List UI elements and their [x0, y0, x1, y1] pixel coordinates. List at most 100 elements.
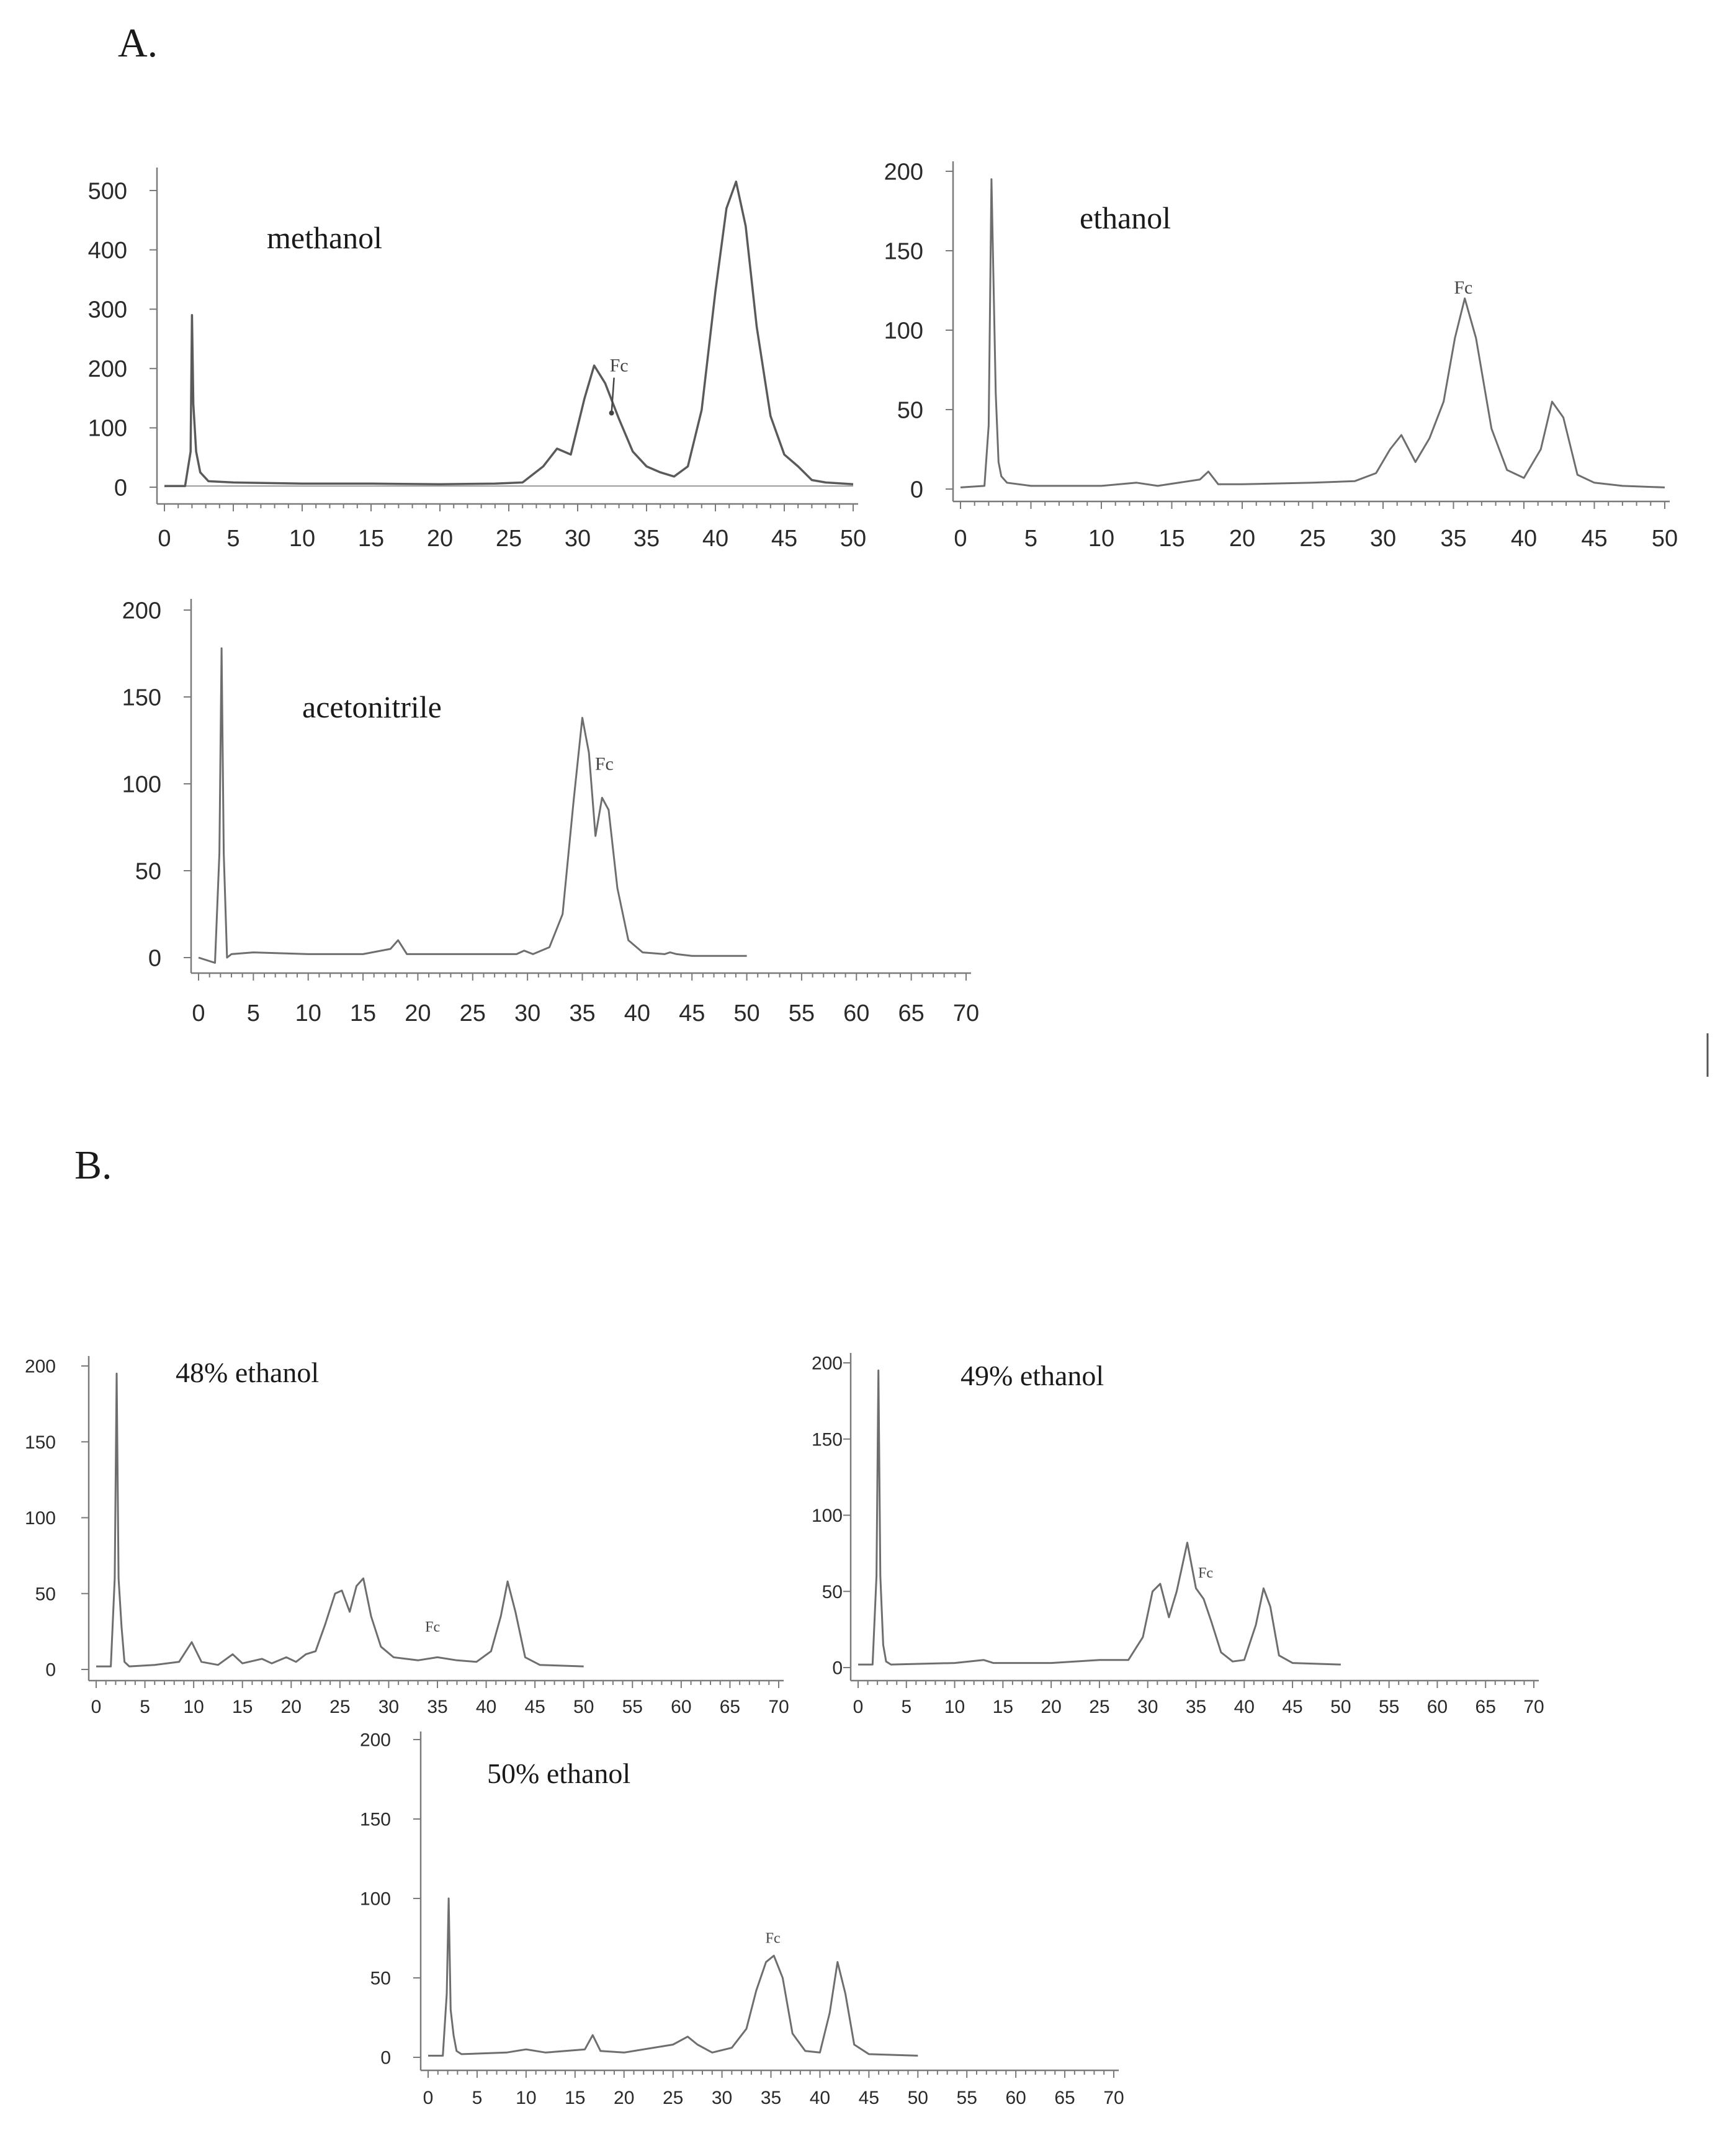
x-tick-label: 10: [289, 526, 315, 552]
x-tick-label: 30: [565, 526, 591, 552]
fc-annotation: Fc: [595, 754, 614, 775]
x-tick-label: 35: [569, 1000, 595, 1026]
y-tick-label: 200: [812, 1354, 843, 1374]
x-tick-label: 5: [472, 2088, 483, 2108]
x-tick-label: 70: [1523, 1697, 1544, 1717]
panel-b-label: B.: [74, 1143, 112, 1188]
chart-title: 49% ethanol: [961, 1360, 1104, 1391]
x-tick-label: 15: [358, 526, 384, 552]
y-tick-label: 100: [884, 318, 923, 344]
x-tick-label: 45: [771, 526, 797, 552]
x-tick-label: 55: [789, 1000, 815, 1026]
chart-methanol: 0 5 10 15 20 25 30 35 40 45 500100200300400500meth…: [88, 168, 866, 552]
chart-title: acetonitrile: [302, 689, 442, 724]
y-tick-label: 0: [45, 1660, 56, 1681]
x-tick-label: 40: [702, 526, 728, 552]
y-tick-label: 200: [25, 1357, 56, 1377]
chromatogram-trace: [428, 1897, 918, 2057]
x-tick-label: 30: [1137, 1697, 1158, 1717]
y-tick-label: 100: [812, 1506, 843, 1526]
x-tick-label: 55: [1379, 1697, 1399, 1717]
y-tick-label: 0: [114, 475, 127, 501]
fc-arrow: [611, 377, 615, 413]
x-tick-label: 40: [624, 1000, 650, 1026]
x-tick-label: 50: [573, 1697, 594, 1717]
x-tick-label: 35: [634, 526, 660, 552]
fc-arrowhead: [609, 410, 614, 416]
x-tick-label: 20: [1041, 1697, 1061, 1717]
y-tick-label: 300: [88, 297, 127, 323]
x-tick-label: 0: [91, 1697, 102, 1717]
x-tick-label: 20: [614, 2088, 634, 2108]
fc-annotation: Fc: [610, 356, 629, 376]
x-tick-label: 45: [1581, 526, 1607, 552]
chart-acetonitrile: 0 5 10 15 20 25 30 35 40 45 50 55 60 65 70 0 50 100 150 200…: [122, 598, 980, 1026]
x-tick-label: 10: [1088, 526, 1114, 552]
y-tick-label: 0: [910, 477, 923, 503]
x-tick-label: 70: [953, 1000, 979, 1026]
x-tick-label: 20: [427, 526, 453, 552]
x-tick-label: 40: [810, 2088, 830, 2108]
chromatogram-trace: [164, 180, 854, 487]
x-tick-label: 0: [423, 2088, 434, 2108]
y-tick-label: 50: [135, 858, 161, 884]
x-tick-label: 65: [1476, 1697, 1496, 1717]
chromatogram-trace: [96, 1372, 584, 1668]
y-tick-label: 0: [380, 2048, 391, 2068]
x-tick-label: 30: [712, 2088, 732, 2108]
x-tick-label: 50: [840, 526, 866, 552]
chart-title: 50% ethanol: [487, 1758, 630, 1789]
x-tick-label: 5: [1024, 526, 1037, 552]
x-tick-label: 25: [460, 1000, 486, 1026]
x-tick-label: 60: [843, 1000, 869, 1026]
x-tick-label: 5: [226, 526, 240, 552]
y-tick-label: 50: [897, 397, 923, 423]
x-tick-label: 35: [761, 2088, 781, 2108]
x-tick-label: 65: [898, 1000, 925, 1026]
y-tick-label: 100: [88, 416, 127, 442]
chart-50-ethanol: 0 5 10 15 20 25 30 35 40 45 50 55 60 65 70 0 50 100 150 200…: [360, 1730, 1124, 2109]
x-tick-label: 50: [1330, 1697, 1351, 1717]
y-tick-label: 400: [88, 238, 127, 264]
x-tick-label: 10: [516, 2088, 536, 2108]
chart-title: 48% ethanol: [176, 1357, 319, 1388]
y-tick-label: 200: [122, 598, 161, 624]
y-tick-label: 0: [148, 945, 161, 971]
x-tick-label: 5: [247, 1000, 260, 1026]
x-tick-label: 50: [908, 2088, 928, 2108]
x-tick-label: 15: [565, 2088, 585, 2108]
x-tick-label: 35: [1186, 1697, 1206, 1717]
x-tick-label: 30: [1370, 526, 1396, 552]
y-tick-label: 50: [370, 1969, 391, 1989]
y-tick-label: 200: [88, 356, 127, 382]
y-tick-label: 100: [122, 771, 161, 797]
x-tick-label: 15: [232, 1697, 253, 1717]
x-tick-label: 0: [158, 526, 171, 552]
chromatogram-trace: [858, 1369, 1341, 1666]
x-tick-label: 20: [405, 1000, 431, 1026]
x-tick-label: 45: [1282, 1697, 1302, 1717]
y-tick-label: 150: [25, 1432, 56, 1453]
y-tick-label: 100: [25, 1508, 56, 1529]
y-tick-label: 200: [360, 1730, 391, 1751]
x-tick-label: 45: [524, 1697, 545, 1717]
chart-ethanol: 0 5 10 15 20 25 30 35 40 45 50 0 50 100 150 200 ethanol F…: [884, 159, 1678, 552]
x-tick-label: 70: [1103, 2088, 1124, 2108]
x-tick-label: 0: [853, 1697, 864, 1717]
x-tick-label: 35: [427, 1697, 447, 1717]
x-tick-label: 0: [192, 1000, 205, 1026]
x-tick-label: 10: [944, 1697, 965, 1717]
x-tick-label: 25: [329, 1697, 350, 1717]
x-tick-label: 65: [720, 1697, 740, 1717]
fc-annotation: Fc: [766, 1931, 781, 1947]
x-tick-label: 40: [1234, 1697, 1255, 1717]
x-tick-label: 70: [768, 1697, 789, 1717]
x-tick-label: 65: [1054, 2088, 1075, 2108]
y-tick-label: 500: [88, 178, 127, 204]
x-tick-label: 60: [671, 1697, 691, 1717]
chromatogram-trace: [960, 178, 1665, 488]
x-tick-label: 30: [378, 1697, 399, 1717]
y-tick-label: 150: [122, 685, 161, 711]
y-tick-label: 0: [832, 1658, 843, 1679]
y-tick-label: 100: [360, 1889, 391, 1910]
